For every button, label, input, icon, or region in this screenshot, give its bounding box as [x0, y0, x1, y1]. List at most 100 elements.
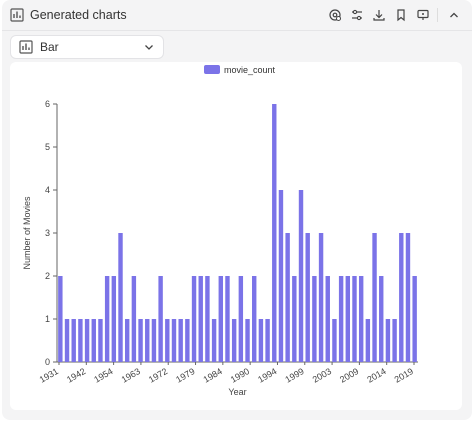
bar: [338, 276, 344, 362]
bar: [358, 276, 364, 362]
download-button[interactable]: [369, 7, 389, 23]
bar: [78, 319, 83, 362]
chart-settings-button[interactable]: [325, 7, 345, 23]
bar: [84, 319, 90, 362]
bar: [71, 319, 76, 362]
bar: [104, 276, 110, 362]
bar: [198, 276, 203, 362]
bar: [191, 276, 197, 362]
bar: [124, 319, 130, 362]
bar: [258, 319, 264, 362]
bar: [218, 276, 223, 362]
x-tick-label: 2003: [311, 366, 333, 385]
chart-type-value: Bar: [40, 40, 59, 54]
x-tick-label: 2019: [393, 366, 415, 385]
x-tick-label: 1931: [38, 366, 60, 385]
x-axis-title: Year: [228, 387, 246, 397]
bar: [151, 319, 157, 362]
x-tick-label: 1954: [92, 366, 114, 385]
bookmark-icon: [397, 9, 405, 22]
legend-label: movie_count: [224, 65, 276, 75]
header-divider: [2, 30, 472, 31]
bar: [145, 319, 150, 362]
bar: [98, 319, 103, 362]
bar: [138, 319, 143, 362]
chart-card: movie_count 0 1 2 3 4 5 6 1931 1942 1954 1963 1972 19…: [10, 62, 462, 410]
x-tick-label: 1994: [256, 366, 278, 385]
bar: [225, 276, 230, 362]
y-axis-title: Number of Movies: [22, 196, 32, 270]
download-icon: [373, 10, 385, 21]
bar: [252, 276, 257, 362]
bar: [211, 319, 217, 362]
bar: [392, 319, 397, 362]
bar: [131, 276, 137, 362]
bar: [238, 276, 244, 362]
x-tick-label: 1979: [174, 366, 196, 385]
bar: [265, 319, 270, 362]
bar: [379, 276, 384, 362]
y-tick-label: 4: [45, 185, 50, 195]
panel-header: Generated charts: [2, 0, 472, 30]
bar: [365, 319, 371, 362]
bar-chart: movie_count 0 1 2 3 4 5 6 1931 1942 1954 1963 1972 19…: [22, 65, 418, 397]
bar: [272, 104, 277, 362]
bar: [58, 276, 63, 362]
x-tick-label: 1999: [283, 366, 305, 385]
chart-settings-icon: [329, 9, 341, 21]
bar: [111, 276, 117, 362]
present-icon: [417, 9, 429, 20]
y-tick-label: 6: [45, 99, 50, 109]
toolbar-separator: [437, 8, 438, 22]
y-tick-label: 3: [45, 228, 50, 238]
chart-type-select[interactable]: Bar: [10, 35, 164, 59]
bar: [285, 233, 290, 362]
bar: [399, 233, 404, 362]
legend-swatch: [204, 65, 220, 74]
bar: [345, 276, 351, 362]
panel-toolbar: [323, 7, 464, 23]
panel-title: Generated charts: [30, 8, 127, 22]
bar: [165, 319, 170, 362]
x-tick-label: 2014: [365, 366, 387, 385]
bar: [372, 233, 377, 362]
x-tick-label: 1972: [147, 366, 169, 385]
bar: [171, 319, 177, 362]
bar-chart-icon: [10, 8, 24, 22]
bar: [325, 276, 330, 362]
x-tick-label: 1942: [65, 366, 87, 385]
bar: [305, 233, 310, 362]
y-tick-label: 5: [45, 142, 50, 152]
bar: [352, 276, 357, 362]
y-tick-label: 2: [45, 271, 50, 281]
bar: [158, 276, 163, 362]
bar: [412, 276, 417, 362]
x-tick-label: 2009: [338, 366, 360, 385]
bar: [385, 319, 391, 362]
y-tick-label: 0: [45, 357, 50, 367]
bar: [298, 190, 304, 362]
bar: [405, 233, 411, 362]
bar: [118, 233, 123, 362]
bar: [292, 276, 297, 362]
bar: [278, 190, 284, 362]
collapse-button[interactable]: [444, 7, 464, 23]
x-tick-label: 1963: [120, 366, 142, 385]
bar: [178, 319, 183, 362]
sliders-icon: [352, 9, 362, 21]
bar-chart-icon: [19, 40, 33, 54]
bar: [332, 319, 337, 362]
filters-button[interactable]: [347, 7, 367, 23]
bar: [205, 276, 210, 362]
y-tick-label: 1: [45, 314, 50, 324]
present-button[interactable]: [413, 7, 433, 23]
bar: [185, 319, 190, 362]
bar: [91, 319, 96, 362]
x-tick-label: 1984: [201, 366, 223, 385]
bar: [231, 319, 237, 362]
bar: [245, 319, 250, 362]
bookmark-button[interactable]: [391, 7, 411, 23]
chevron-down-icon: [145, 45, 153, 50]
bar: [312, 276, 317, 362]
